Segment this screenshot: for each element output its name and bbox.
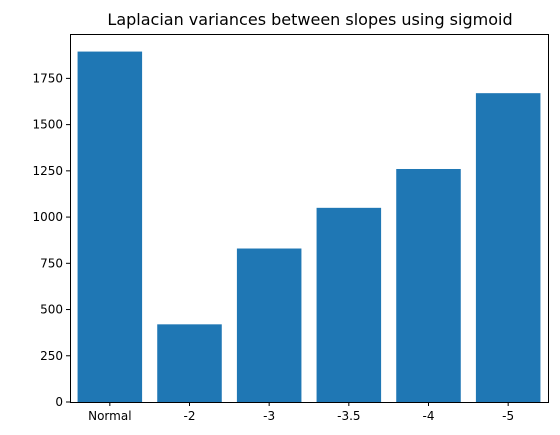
- bar--5: [475, 93, 541, 403]
- plot-frame: [70, 34, 549, 403]
- x-tick-label: -3: [263, 409, 275, 423]
- x-tick-label: -2: [184, 409, 196, 423]
- bar--3: [236, 248, 302, 402]
- y-tick-label: 1000: [32, 210, 63, 224]
- x-axis: Normal -2 -3 -3.5 -4 -5: [88, 402, 514, 423]
- y-axis: 0 250 500 750 1000 1250 1500 1750: [32, 71, 70, 409]
- bar-Normal: [77, 51, 143, 402]
- y-tick-label: 1500: [32, 118, 63, 132]
- x-tick-label: -5: [502, 409, 514, 423]
- y-tick-label: 500: [40, 303, 63, 317]
- y-tick-label: 1250: [32, 164, 63, 178]
- x-tick-label: Normal: [88, 409, 131, 423]
- y-tick-label: 0: [55, 395, 63, 409]
- bar--3.5: [316, 207, 382, 402]
- bar--2: [157, 324, 222, 402]
- bar--4: [396, 168, 461, 402]
- bars-group: [77, 51, 541, 403]
- y-tick-label: 750: [40, 256, 63, 270]
- x-tick-label: -4: [423, 409, 435, 423]
- y-tick-label: 250: [40, 349, 63, 363]
- y-tick-label: 1750: [32, 71, 63, 85]
- x-tick-label: -3.5: [337, 409, 360, 423]
- chart-title: Laplacian variances between slopes using…: [107, 10, 512, 29]
